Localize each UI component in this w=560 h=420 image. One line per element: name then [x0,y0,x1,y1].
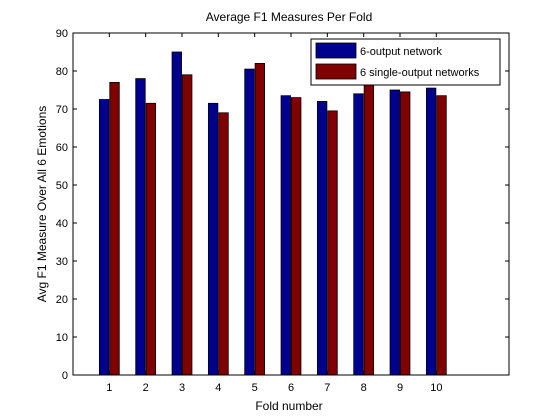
y-tick-label-70: 70 [56,104,68,116]
y-tick-label-60: 60 [56,142,68,154]
bar-series1-fold-1 [98,99,110,376]
bar-series1-fold-8 [353,93,364,376]
x-tick-label-8: 8 [361,382,367,394]
bar-series1-fold-3 [171,51,182,376]
bar-series1-fold-7 [316,101,328,376]
x-tick-label-4: 4 [215,382,221,394]
x-tick-label-3: 3 [179,382,185,394]
x-axis-title: Fold number [255,399,322,413]
y-tick-label-80: 80 [56,66,68,78]
legend: 6-output network 6 single-output network… [310,38,501,86]
bar-series1-fold-2 [135,78,146,376]
x-tick-label-6: 6 [288,382,294,394]
chart-title: Average F1 Measures Per Fold [206,10,373,24]
bar-series2-fold-10 [436,95,447,376]
bar-series2-fold-4 [218,112,229,376]
ticks-group: 1 2 3 4 5 6 7 8 9 10 0 10 20 30 40 50 60 70 80 90 [56,28,509,394]
bar-series2-fold-6 [291,97,302,376]
bar-series2-fold-7 [327,110,338,376]
legend-label-6-single-output-networks: 6 single-output networks [360,67,480,79]
y-tick-label-20: 20 [56,294,68,306]
x-tick-label-1: 1 [106,382,112,394]
bar-series1-fold-6 [280,95,291,376]
plot-area-frame [72,32,510,376]
legend-swatch-6-output-network [315,42,357,59]
y-axis-title: Avg F1 Measure Over All 6 Emotions [35,106,49,303]
y-tick-label-40: 40 [56,218,68,230]
bar-series2-fold-2 [145,102,157,376]
bar-series1-fold-9 [389,89,400,376]
bar-series2-fold-9 [400,91,411,376]
bar-series1-fold-4 [207,102,219,376]
x-tick-label-5: 5 [252,382,258,394]
x-tick-label-2: 2 [143,382,149,394]
x-tick-label-9: 9 [397,382,403,394]
bar-series2-fold-5 [254,63,266,376]
bar-series1-fold-5 [244,68,255,376]
x-tick-label-10: 10 [430,382,442,394]
y-tick-label-10: 10 [56,332,68,344]
legend-label-6-output-network: 6-output network [360,46,442,58]
x-tick-label-7: 7 [324,382,330,394]
bar-series2-fold-8 [363,82,375,376]
y-tick-label-30: 30 [56,256,68,268]
bar-series2-fold-1 [109,82,120,376]
y-tick-label-90: 90 [56,28,68,40]
y-tick-label-50: 50 [56,180,68,192]
bar-series2-fold-3 [182,74,193,376]
bar-series1-fold-10 [425,87,437,376]
bars-group [98,51,447,376]
y-tick-label-0: 0 [62,370,68,382]
legend-swatch-6-single-output-networks [315,63,357,80]
